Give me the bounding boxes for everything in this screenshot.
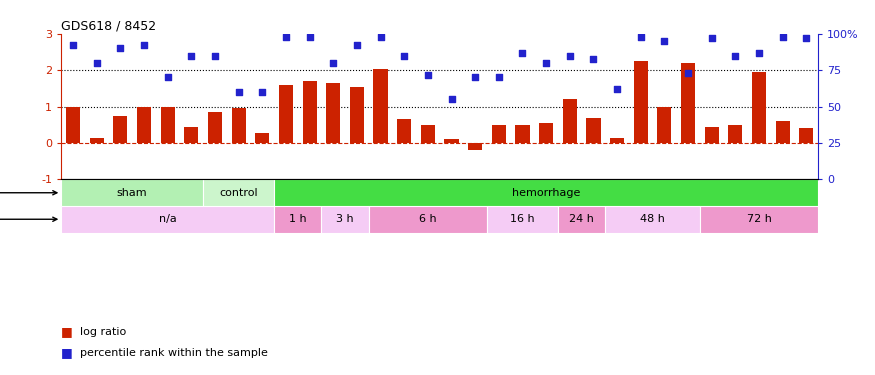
Bar <box>799 129 814 143</box>
Text: hemorrhage: hemorrhage <box>512 188 580 198</box>
Bar <box>89 138 104 143</box>
Text: n/a: n/a <box>158 214 177 224</box>
Text: ■: ■ <box>61 326 73 338</box>
Bar <box>681 63 695 143</box>
Point <box>515 50 529 56</box>
Bar <box>728 125 742 143</box>
Point <box>66 42 80 48</box>
Point <box>586 56 600 62</box>
Bar <box>752 72 766 143</box>
Text: 3 h: 3 h <box>336 214 354 224</box>
Bar <box>185 127 199 143</box>
Point <box>563 53 577 58</box>
Point <box>610 86 624 92</box>
Text: 72 h: 72 h <box>746 214 772 224</box>
Bar <box>208 112 222 143</box>
Point <box>775 34 789 40</box>
Bar <box>203 180 274 206</box>
Text: sham: sham <box>117 188 148 198</box>
Bar <box>700 206 818 232</box>
Text: control: control <box>220 188 258 198</box>
Point <box>492 75 506 81</box>
Point <box>350 42 364 48</box>
Point <box>444 96 458 102</box>
Point <box>728 53 742 58</box>
Bar <box>487 206 558 232</box>
Point <box>421 72 435 78</box>
Point <box>468 75 482 81</box>
Bar <box>279 85 293 143</box>
Bar <box>606 206 700 232</box>
Point <box>137 42 151 48</box>
Bar <box>657 106 671 143</box>
Bar <box>161 106 175 143</box>
Bar <box>539 123 553 143</box>
Point <box>114 45 128 51</box>
Bar <box>492 125 506 143</box>
Point <box>752 50 766 56</box>
Bar <box>66 106 80 143</box>
Bar <box>232 108 246 143</box>
Bar <box>303 81 317 143</box>
Bar <box>775 121 790 143</box>
Bar <box>274 206 321 232</box>
Point <box>90 60 104 66</box>
Point <box>634 34 648 40</box>
Point <box>208 53 222 58</box>
Text: 24 h: 24 h <box>569 214 594 224</box>
Point <box>232 89 246 95</box>
Point <box>161 75 175 81</box>
Bar <box>374 69 388 143</box>
Point <box>326 60 340 66</box>
Bar <box>421 125 435 143</box>
Bar <box>468 143 482 150</box>
Bar <box>136 106 151 143</box>
Bar <box>274 180 818 206</box>
Bar <box>586 117 600 143</box>
Point <box>539 60 553 66</box>
Bar <box>255 133 270 143</box>
Bar <box>368 206 487 232</box>
Bar <box>326 83 340 143</box>
Point <box>681 70 695 76</box>
Text: log ratio: log ratio <box>80 327 127 337</box>
Bar <box>704 127 718 143</box>
Text: protocol: protocol <box>0 188 57 198</box>
Bar <box>61 206 274 232</box>
Text: 1 h: 1 h <box>289 214 306 224</box>
Bar <box>397 119 411 143</box>
Bar <box>113 116 128 143</box>
Point <box>657 38 671 44</box>
Text: GDS618 / 8452: GDS618 / 8452 <box>61 20 157 33</box>
Bar <box>558 206 606 232</box>
Point <box>279 34 293 40</box>
Text: ■: ■ <box>61 346 73 359</box>
Point <box>255 89 270 95</box>
Bar <box>61 180 203 206</box>
Point <box>799 35 813 41</box>
Text: percentile rank within the sample: percentile rank within the sample <box>80 348 269 357</box>
Text: 6 h: 6 h <box>419 214 437 224</box>
Text: time: time <box>0 214 57 224</box>
Point <box>397 53 411 58</box>
Bar <box>634 61 648 143</box>
Point <box>374 34 388 40</box>
Point <box>704 35 718 41</box>
Bar <box>610 138 624 143</box>
Text: 48 h: 48 h <box>640 214 665 224</box>
Bar <box>321 206 368 232</box>
Bar <box>350 87 364 143</box>
Point <box>185 53 199 58</box>
Text: 16 h: 16 h <box>510 214 535 224</box>
Bar <box>563 99 577 143</box>
Point <box>303 34 317 40</box>
Bar <box>444 140 458 143</box>
Bar <box>515 125 529 143</box>
